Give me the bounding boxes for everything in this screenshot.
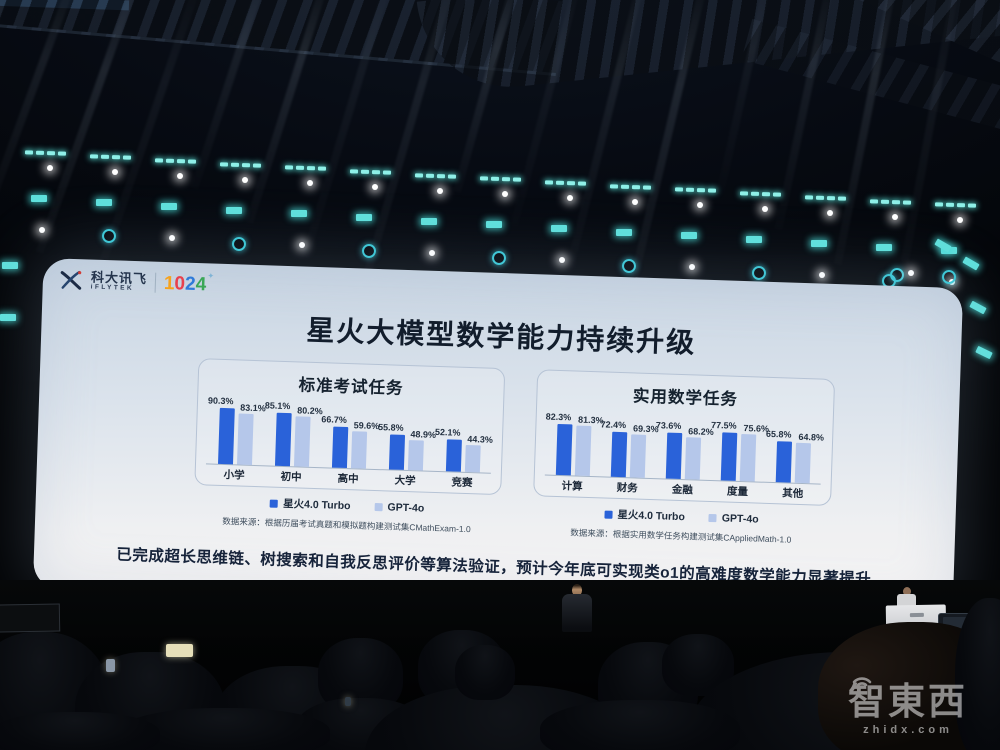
ceiling-light-bar [681, 232, 697, 239]
podium [884, 584, 950, 640]
audience-head [455, 645, 515, 700]
ceiling-light-bar [291, 210, 307, 217]
watermark: 智東西 zhidx.com [822, 677, 994, 736]
ring-light [362, 244, 376, 258]
spotlight-dot [827, 210, 833, 216]
phone-screen [166, 644, 193, 657]
spotlight-dot [559, 257, 565, 263]
ring-light [232, 237, 246, 251]
presenter-silhouette [558, 584, 598, 636]
phone-screen [106, 659, 115, 672]
ceiling-light-bar [31, 195, 47, 202]
spotlight-dot [762, 206, 768, 212]
ceiling-light-bar [746, 236, 762, 243]
watermark-brand: 智東西 [848, 681, 968, 722]
spotlight-dot [632, 199, 638, 205]
ceiling-light-bar [356, 214, 372, 221]
truss-light-bar [2, 262, 18, 269]
audience-head [0, 712, 160, 750]
ceiling-light-bar [226, 207, 242, 214]
spotlight-dot [689, 264, 695, 270]
spotlight-dot [299, 242, 305, 248]
presenter-body [562, 594, 592, 632]
audience-head [540, 700, 740, 750]
spotlight-dot [169, 235, 175, 241]
spotlight-dot [39, 227, 45, 233]
iflytek-logo-icon [60, 270, 82, 290]
ceiling-light-bar [551, 225, 567, 232]
truss-light-bar [0, 314, 16, 321]
spotlight-dot [892, 214, 898, 220]
watermark-site: zhidx.com [863, 724, 953, 736]
spotlight-dot [307, 180, 313, 186]
wifi-arcs-icon [852, 677, 872, 686]
spotlight-dot [429, 250, 435, 256]
spotlight-dot [372, 184, 378, 190]
ceiling-light-bar [876, 244, 892, 251]
spotlight-dot [502, 191, 508, 197]
audience-head [955, 598, 1000, 750]
ceiling-light-bar [161, 203, 177, 210]
spotlight-dot [567, 195, 573, 201]
spotlight-dot [177, 173, 183, 179]
presentation-screen: 科大讯飞 iFLYTEK 1 0 2 4 ✦ 星火大模型数学能力持续升级 标准考… [32, 257, 964, 619]
ring-light [492, 251, 506, 265]
spotlight-dot [908, 270, 914, 276]
ceiling-light-bar [616, 229, 632, 236]
ring-light [102, 229, 116, 243]
spotlight-dot [242, 177, 248, 183]
ceiling-light-bar [486, 221, 502, 228]
phone-screen [345, 697, 351, 706]
spotlight-dot [437, 188, 443, 194]
ring-light [942, 270, 956, 284]
ceiling-light-bar [96, 199, 112, 206]
ring-light [752, 266, 766, 280]
slide-logo: 科大讯飞 iFLYTEK 1 0 2 4 ✦ [59, 268, 214, 297]
ring-light [890, 268, 904, 282]
spotlight-dot [957, 217, 963, 223]
podium-person-head [903, 587, 911, 596]
spotlight-dot [819, 272, 825, 278]
ceiling-light-bar [811, 240, 827, 247]
presenter-head [572, 584, 582, 596]
ring-light [622, 259, 636, 273]
ceiling-light-bar [421, 218, 437, 225]
spotlight-dot [112, 169, 118, 175]
spotlight-dot [697, 202, 703, 208]
podium-person [897, 594, 916, 607]
spotlight-dot [47, 165, 53, 171]
